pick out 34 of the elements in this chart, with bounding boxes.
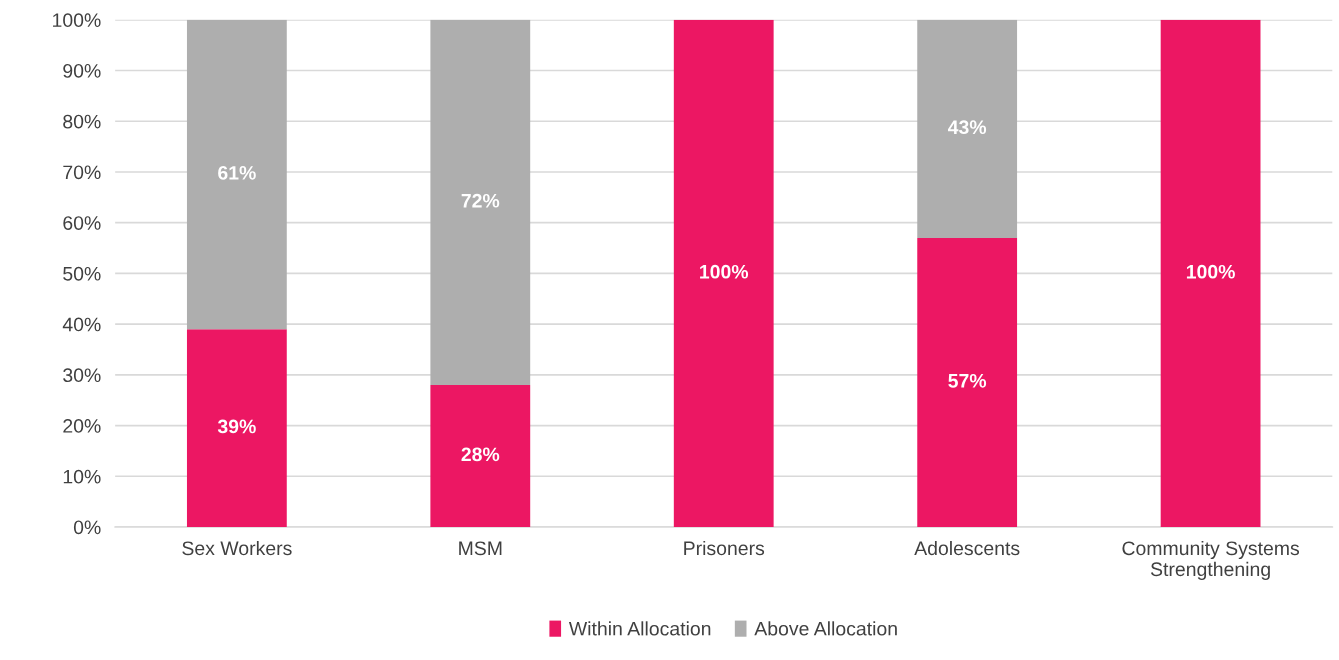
y-tick-label: 40% <box>62 317 101 332</box>
bar <box>917 19 1018 238</box>
x-tick-label: Community Systems Strengthening <box>1122 540 1300 580</box>
legend-label: Within Allocation <box>568 621 711 636</box>
bar <box>430 384 531 528</box>
bar <box>1160 19 1261 528</box>
data-label: 43% <box>948 120 987 135</box>
bar <box>186 19 287 330</box>
y-tick-label: 90% <box>63 63 101 78</box>
data-label: 39% <box>217 419 256 434</box>
data-label: 28% <box>461 447 500 462</box>
legend-label: Above Allocation <box>754 621 897 636</box>
y-tick-label: 100% <box>53 13 101 28</box>
x-tick-label: Sex Workers <box>182 540 292 556</box>
data-label: 100% <box>700 264 749 279</box>
x-tick-label: Prisoners <box>684 540 765 556</box>
y-tick-label: 0% <box>73 520 101 535</box>
data-label: 72% <box>461 193 500 208</box>
y-tick-label: 60% <box>63 216 101 230</box>
y-tick-label: 80% <box>63 114 101 129</box>
bar <box>917 237 1018 528</box>
y-tick-label: 20% <box>63 419 101 433</box>
y-tick-label: 10% <box>63 469 101 484</box>
y-tick-label: 30% <box>63 368 101 383</box>
bar <box>673 19 774 528</box>
data-label: 61% <box>218 165 256 180</box>
y-tick-label: 70% <box>63 165 101 180</box>
x-tick-label: Adolescents <box>914 540 1020 556</box>
bar <box>430 19 531 385</box>
bar <box>186 329 287 528</box>
x-tick-label: MSM <box>459 541 502 556</box>
data-label: 100% <box>1186 264 1235 279</box>
y-tick-label: 50% <box>63 266 101 281</box>
data-label: 57% <box>948 373 987 388</box>
